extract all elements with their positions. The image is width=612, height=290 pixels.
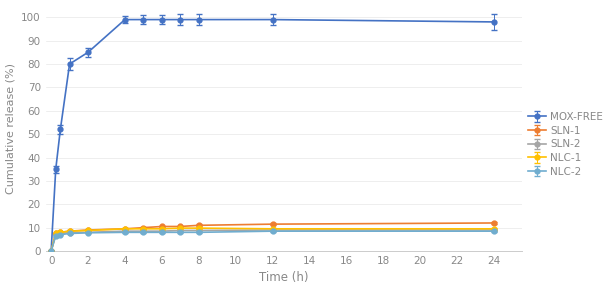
Y-axis label: Cumulative release (%): Cumulative release (%) [6,63,15,194]
Legend: MOX-FREE, SLN-1, SLN-2, NLC-1, NLC-2: MOX-FREE, SLN-1, SLN-2, NLC-1, NLC-2 [524,109,606,180]
X-axis label: Time (h): Time (h) [259,271,308,284]
